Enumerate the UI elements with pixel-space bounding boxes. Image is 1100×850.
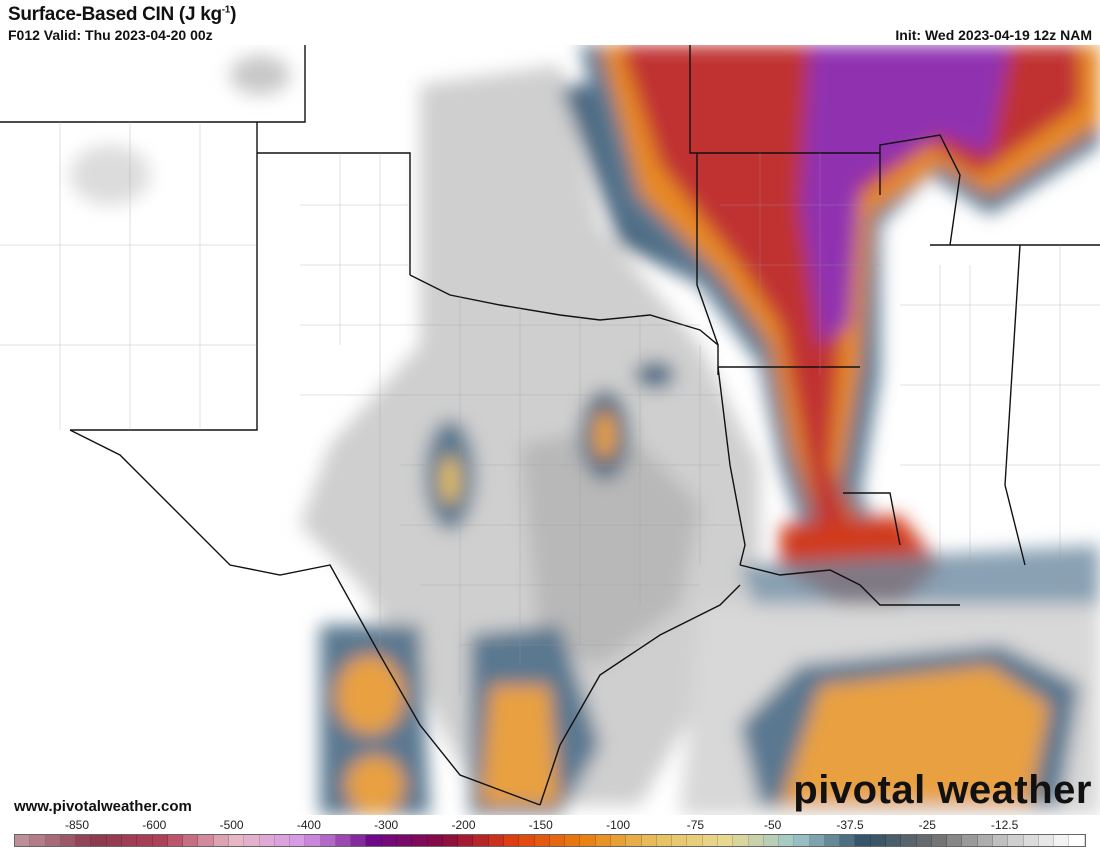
colorbar-swatch — [962, 835, 978, 846]
colorbar-swatch — [901, 835, 917, 846]
colorbar-swatch — [656, 835, 673, 846]
colorbar-labels: -850 -600 -500 -400 -300 -200 -150 -100 -75 -50 -3… — [0, 818, 1100, 834]
colorbar-swatch — [458, 835, 474, 846]
colorbar-swatch — [137, 835, 153, 846]
colorbar-swatch — [91, 835, 107, 846]
colorbar-swatch — [488, 835, 504, 846]
colorbar-swatch — [397, 835, 413, 846]
colorbar-label: -25 — [918, 818, 936, 832]
colorbar-swatch — [442, 835, 459, 846]
colorbar-swatch — [1038, 835, 1055, 846]
colorbar-label: -500 — [219, 818, 244, 832]
colorbar-label: -100 — [606, 818, 631, 832]
colorbar-swatch — [840, 835, 856, 846]
colorbar-swatch — [213, 835, 229, 846]
colorbar-swatch — [702, 835, 718, 846]
colorbar-swatch — [595, 835, 611, 846]
colorbar-swatch — [473, 835, 489, 846]
colorbar-label: -150 — [528, 818, 553, 832]
colorbar-swatch — [274, 835, 291, 846]
colorbar-swatch — [626, 835, 642, 846]
colorbar-swatch — [427, 835, 443, 846]
county-borders — [0, 122, 1100, 695]
title-exponent: -1 — [221, 4, 231, 16]
colorbar-swatch — [549, 835, 566, 846]
colorbar-swatch — [672, 835, 688, 846]
map-title: Surface-Based CIN (J kg-1) — [8, 4, 236, 26]
valid-time: F012 Valid: Thu 2023-04-20 00z — [8, 27, 213, 43]
colorbar-swatch — [76, 835, 92, 846]
colorbar-swatch — [763, 835, 780, 846]
colorbar-label: -400 — [296, 818, 321, 832]
init-time: Init: Wed 2023-04-19 12z NAM — [895, 27, 1092, 43]
colorbar-swatch — [993, 835, 1009, 846]
website-label: www.pivotalweather.com — [14, 798, 192, 815]
title-text: Surface-Based CIN (J kg — [8, 4, 222, 25]
colorbar-label: -600 — [142, 818, 167, 832]
colorbar-swatch — [259, 835, 275, 846]
colorbar-swatch — [106, 835, 122, 846]
colorbar-swatch — [931, 835, 948, 846]
colorbar-swatch — [228, 835, 245, 846]
colorbar-swatch — [809, 835, 825, 846]
colorbar-swatch — [412, 835, 428, 846]
colorbar-label: -12.5 — [990, 818, 1019, 832]
colorbar-swatch — [1008, 835, 1024, 846]
colorbar-swatch — [1054, 835, 1070, 846]
colorbar-swatch — [244, 835, 260, 846]
colorbar-swatch — [1023, 835, 1039, 846]
colorbar-swatch — [687, 835, 703, 846]
colorbar-label: -300 — [374, 818, 399, 832]
colorbar-swatch — [121, 835, 138, 846]
colorbar-label: -200 — [451, 818, 476, 832]
colorbar-swatch — [824, 835, 841, 846]
colorbar-swatch — [733, 835, 749, 846]
colorbar-swatch — [565, 835, 581, 846]
state-borders — [0, 45, 1100, 806]
colorbar-swatch — [30, 835, 46, 846]
colorbar-swatch — [183, 835, 199, 846]
colorbar-swatch — [534, 835, 550, 846]
colorbar-swatch — [15, 835, 31, 846]
colorbar-swatch — [977, 835, 993, 846]
colorbar-swatch — [748, 835, 764, 846]
colorbar-swatch — [504, 835, 520, 846]
colorbar-swatch — [60, 835, 77, 846]
colorbar-swatch — [794, 835, 810, 846]
colorbar-swatch — [870, 835, 887, 846]
colorbar-swatch — [351, 835, 367, 846]
colorbar-swatch — [198, 835, 214, 846]
colorbar-swatch — [366, 835, 382, 846]
colorbar-label: -75 — [686, 818, 705, 832]
title-end: ) — [230, 4, 237, 25]
colorbar-swatch — [167, 835, 184, 846]
colorbar-swatch — [519, 835, 535, 846]
colorbar-swatch — [916, 835, 932, 846]
colorbar-label: -850 — [64, 818, 90, 832]
colorbar-swatch — [947, 835, 963, 846]
cin-shading — [70, 45, 1100, 815]
colorbar-swatch — [886, 835, 902, 846]
cin-map — [0, 45, 1100, 815]
colorbar-swatch — [320, 835, 336, 846]
colorbar-swatch — [641, 835, 657, 846]
colorbar-swatch — [152, 835, 168, 846]
colorbar-swatch — [335, 835, 352, 846]
colorbar-swatch — [855, 835, 871, 846]
colorbar-swatch — [305, 835, 321, 846]
pivotal-weather-logo: pivotal weather — [793, 768, 1092, 812]
colorbar-swatch — [580, 835, 596, 846]
colorbar-swatch — [717, 835, 734, 846]
colorbar-label: -50 — [764, 818, 782, 832]
colorbar — [14, 834, 1086, 847]
colorbar-swatch — [381, 835, 398, 846]
colorbar-swatch — [610, 835, 627, 846]
colorbar-swatch — [1069, 835, 1085, 846]
colorbar-swatch — [779, 835, 795, 846]
colorbar-swatch — [290, 835, 306, 846]
colorbar-swatch — [45, 835, 61, 846]
colorbar-label: -37.5 — [836, 818, 864, 832]
